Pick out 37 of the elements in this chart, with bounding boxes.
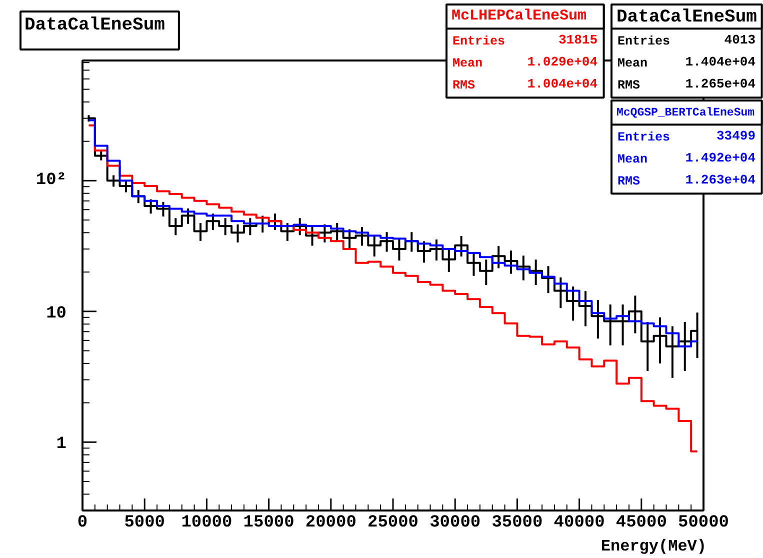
annotation: RMS bbox=[618, 78, 640, 92]
annotation: 1.265e+04 bbox=[685, 76, 756, 92]
annotation: RMS bbox=[452, 78, 476, 92]
x-tick-label: 25000 bbox=[367, 514, 419, 532]
annotation: Mean bbox=[618, 56, 648, 70]
x-tick-label: 15000 bbox=[243, 514, 294, 532]
text: 4013 bbox=[724, 32, 756, 48]
y-tick-label: 1 bbox=[56, 435, 66, 454]
y-tick-label: 10 bbox=[46, 304, 67, 324]
annotation: Mean bbox=[452, 56, 483, 70]
chart-title: DataCalEneSum bbox=[24, 16, 166, 36]
x-tick-label: 45000 bbox=[616, 514, 667, 532]
x-tick-label: 5000 bbox=[124, 514, 166, 532]
text: 33499 bbox=[716, 128, 756, 144]
annotation: Mean bbox=[618, 152, 648, 166]
x-tick-label: 30000 bbox=[430, 514, 481, 532]
text: Entries bbox=[452, 34, 506, 48]
annotation: 1.029e+04 bbox=[527, 54, 598, 70]
x-tick-label: 10000 bbox=[181, 514, 232, 532]
x-tick-label: 20000 bbox=[305, 514, 356, 532]
x-tick-label: 50000 bbox=[678, 514, 730, 532]
annotation: Entries bbox=[618, 130, 670, 144]
text: McLHEPCalEneSum bbox=[452, 8, 587, 24]
text: 31815 bbox=[558, 32, 598, 48]
annotation: 1.492e+04 bbox=[685, 150, 756, 166]
x-tick-label: 0 bbox=[77, 514, 88, 532]
text: Entries bbox=[618, 34, 670, 48]
annotation: 1.004e+04 bbox=[527, 76, 598, 92]
annotation: 1.263e+04 bbox=[685, 172, 756, 188]
x-tick-label: 35000 bbox=[492, 514, 543, 532]
text: DataCalEneSum bbox=[616, 8, 758, 28]
annotation: RMS bbox=[618, 174, 640, 188]
text: McQGSP_BERTCalEneSum bbox=[616, 106, 755, 120]
x-axis-title: Energy(MeV) bbox=[600, 538, 707, 556]
x-tick-label: 40000 bbox=[554, 514, 605, 532]
y-tick-label: 10² bbox=[36, 171, 67, 190]
annotation: 1.404e+04 bbox=[685, 54, 756, 70]
